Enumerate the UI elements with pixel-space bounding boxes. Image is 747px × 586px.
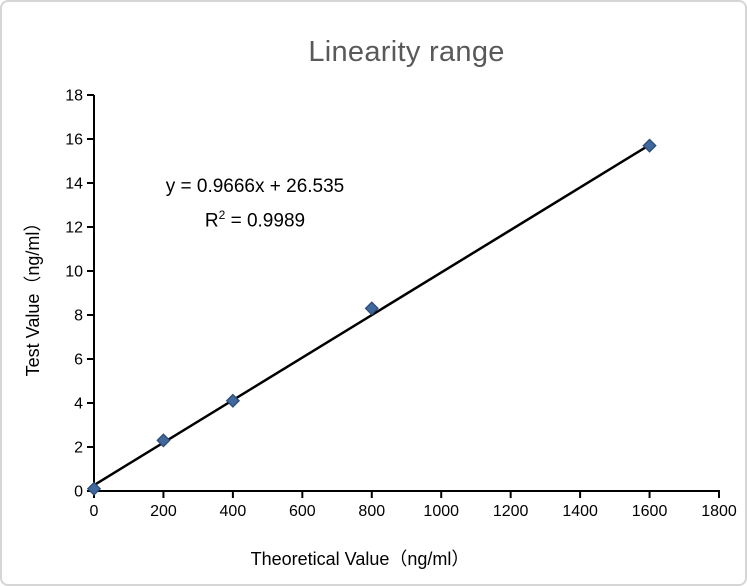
x-axis-tick-label: 1800 <box>701 503 737 520</box>
y-axis-tick-label: 4 <box>74 396 83 413</box>
y-axis-tick-label: 12 <box>65 220 83 237</box>
y-axis-tick-label: 18 <box>65 88 83 105</box>
y-axis-tick-label: 10 <box>65 264 83 281</box>
trendline-annotation: y = 0.9666x + 26.535 R2 = 0.9989 <box>120 173 390 235</box>
y-axis-tick-label: 8 <box>74 308 83 325</box>
x-axis-tick-label: 400 <box>220 503 247 520</box>
data-point-marker <box>642 138 657 153</box>
y-axis-tick-label: 2 <box>74 440 83 457</box>
data-point-marker <box>156 433 171 448</box>
data-point-marker <box>225 393 241 408</box>
x-axis-tick-label: 1200 <box>493 503 529 520</box>
x-axis-tick-label: 600 <box>289 503 316 520</box>
y-axis-tick-label: 14 <box>65 176 83 193</box>
y-axis-title: Test Value（ng/ml） <box>23 213 43 377</box>
x-axis-tick-label: 800 <box>358 503 385 520</box>
y-axis-tick-label: 16 <box>65 132 83 149</box>
x-axis-tick-label: 1600 <box>632 503 668 520</box>
r-squared-value: R2 = 0.9989 <box>204 208 306 232</box>
x-axis-tick-label: 1400 <box>562 503 598 520</box>
data-point-marker <box>364 301 379 316</box>
x-axis-tick-label: 0 <box>90 503 99 520</box>
x-axis-tick-label: 200 <box>150 503 177 520</box>
trendline-equation: y = 0.9666x + 26.535 <box>165 176 345 197</box>
y-axis-tick-label: 0 <box>74 484 83 501</box>
x-axis-tick-label: 1000 <box>423 503 459 520</box>
y-axis-tick-label: 6 <box>74 352 83 369</box>
data-point-marker <box>86 481 102 496</box>
chart-title: Linearity range <box>308 36 505 68</box>
x-axis-title: Theoretical Value（ng/ml） <box>250 549 470 569</box>
trendline <box>93 141 654 487</box>
